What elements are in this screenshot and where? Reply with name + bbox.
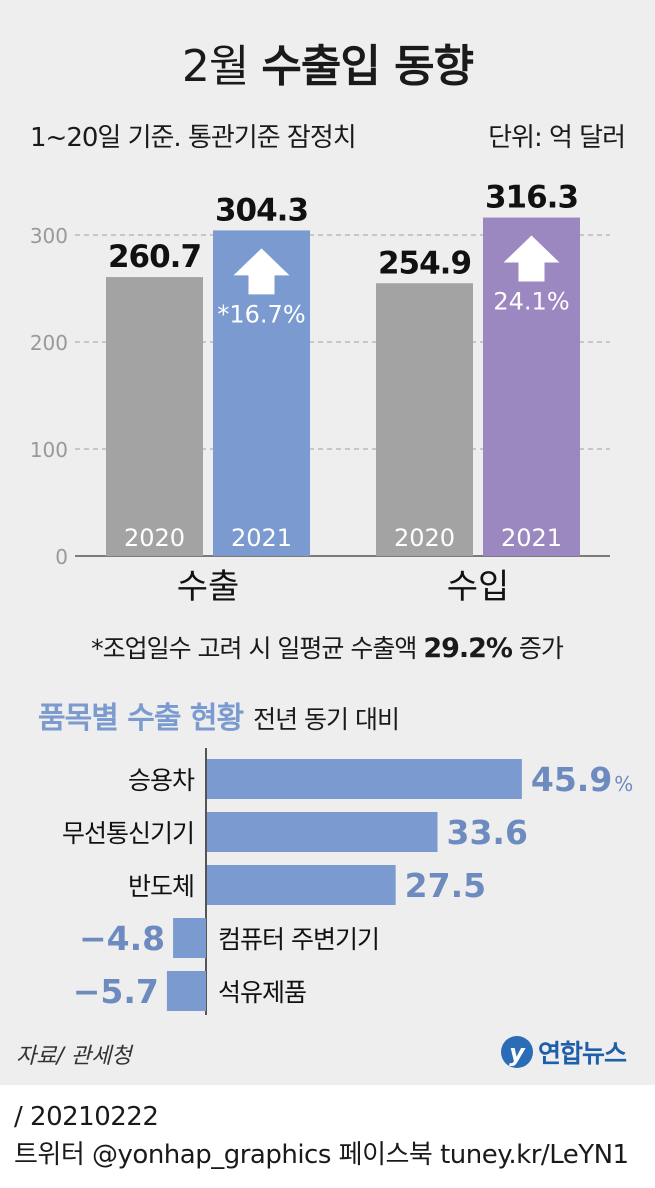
bar-year-label: 2020 xyxy=(124,524,185,552)
percent-suffix: % xyxy=(614,772,633,796)
source-text: 자료/ 관세청 xyxy=(16,1044,134,1069)
increase-arrow-icon xyxy=(233,248,290,295)
note-suffix: 증가 xyxy=(512,634,564,663)
footer-social[interactable]: 트위터 @yonhap_graphics 페이스북 tuney.kr/LeYN1 xyxy=(14,1140,629,1170)
bar-value-label: 254.9 xyxy=(378,245,471,281)
bar-change-label: 24.1% xyxy=(493,288,569,316)
title-main: 수출입 동향 xyxy=(261,41,474,92)
hbar-컴퓨터 주변기기 xyxy=(173,918,206,958)
hbar-무선통신기기 xyxy=(207,812,438,852)
increase-arrow-icon xyxy=(503,235,560,282)
svg-text:y: y xyxy=(509,1039,526,1067)
item-export-chart: 승용차 45.9 % 무선통신기기 33.6 반도체 27.5 컴퓨터 주변기기 −4.8 석유제… xyxy=(62,748,633,1015)
hbar-category-label: 승용차 xyxy=(128,766,195,795)
yonhap-logo-text: 연합뉴스 xyxy=(538,1039,627,1068)
bar-수입-2020 xyxy=(376,283,473,556)
yonhap-logo[interactable]: y 연합뉴스 xyxy=(501,1036,628,1068)
hbar-석유제품 xyxy=(166,971,206,1011)
hbar-category-label: 무선통신기기 xyxy=(62,819,194,848)
y-tick-label: 0 xyxy=(55,545,68,569)
hbar-value-label: 27.5 xyxy=(405,866,486,905)
hbar-category-label: 석유제품 xyxy=(218,978,306,1007)
bar-수출-2020 xyxy=(106,277,203,556)
bar-year-label: 2021 xyxy=(231,524,292,552)
hbar-value-label: 45.9% xyxy=(531,760,633,799)
hbar-value-label: −5.7 xyxy=(73,972,159,1011)
bar-year-label: 2020 xyxy=(394,524,455,552)
y-tick-label: 200 xyxy=(30,331,68,355)
y-tick-label: 100 xyxy=(30,438,68,462)
bar-value-label: 304.3 xyxy=(215,192,308,228)
note-text: *조업일수 고려 시 일평균 수출액 29.2% 증가 xyxy=(91,633,564,664)
hbar-반도체 xyxy=(207,865,396,905)
footer: / 20210222 트위터 @yonhap_graphics 페이스북 tun… xyxy=(14,1098,629,1174)
title-prefix: 2월 xyxy=(181,41,249,92)
hbar-value-label: 33.6 xyxy=(446,813,527,852)
yonhap-logo-icon xyxy=(501,1036,533,1068)
hbar-category-label: 반도체 xyxy=(128,872,194,901)
page-title: 2월 수출입 동향 xyxy=(0,30,655,94)
category-label: 수출 xyxy=(177,567,240,607)
chart-subtitle: 1~20일 기준. 통관기준 잠정치 xyxy=(30,123,357,153)
category-label: 수입 xyxy=(447,567,510,607)
bar-value-label: 260.7 xyxy=(108,239,201,275)
bar-year-label: 2021 xyxy=(501,524,562,552)
section-title: 품목별 수출 현황 전년 동기 대비 xyxy=(38,701,399,736)
note-value: 29.2% xyxy=(423,633,513,664)
unit-label: 단위: 억 달러 xyxy=(488,123,626,153)
section-subtitle: 전년 동기 대비 xyxy=(253,705,399,734)
infographic-svg: 0 100 200 300 260.7 2020 304.3 2021 *16.7% 수출 254… xyxy=(16,180,633,1069)
y-tick-label: 300 xyxy=(30,224,68,248)
section-title-main: 품목별 수출 현황 xyxy=(38,701,243,736)
note-prefix: *조업일수 고려 시 일평균 수출액 xyxy=(91,634,423,663)
hbar-value-label: −4.8 xyxy=(79,919,165,958)
footer-date: / 20210222 xyxy=(14,1102,159,1132)
bar-change-label: *16.7% xyxy=(217,300,305,328)
hbar-승용차 xyxy=(207,759,522,799)
bar-value-label: 316.3 xyxy=(485,180,578,216)
hbar-category-label: 컴퓨터 주변기기 xyxy=(218,925,379,954)
trade-bar-chart: 260.7 2020 304.3 2021 *16.7% 수출 254.9 2020 316.3… xyxy=(106,180,580,607)
